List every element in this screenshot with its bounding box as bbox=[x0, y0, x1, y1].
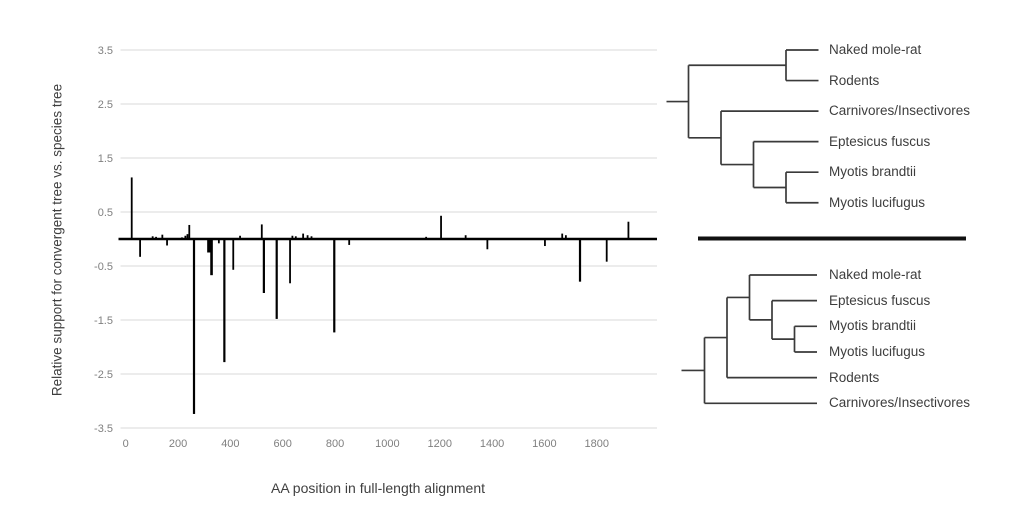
bar bbox=[262, 239, 265, 293]
x-tick-label: 1800 bbox=[585, 438, 609, 450]
bar bbox=[561, 233, 564, 239]
bar bbox=[207, 239, 211, 253]
y-axis-title: Relative support for convergent tree vs.… bbox=[49, 83, 65, 397]
bar bbox=[564, 235, 567, 239]
bar bbox=[289, 239, 291, 284]
y-tick-label: -1.5 bbox=[94, 315, 113, 327]
y-tick-label: -2.5 bbox=[94, 369, 113, 381]
bar bbox=[302, 233, 305, 239]
x-tick-label: 1000 bbox=[375, 438, 399, 450]
y-tick-label: 2.5 bbox=[98, 99, 113, 111]
x-tick-label: 1200 bbox=[427, 438, 451, 450]
bar bbox=[291, 235, 294, 239]
bar bbox=[310, 236, 313, 239]
bar bbox=[166, 239, 168, 246]
convergent-tree-leaf-label: Rodents bbox=[829, 369, 880, 385]
bar bbox=[306, 235, 309, 239]
bar bbox=[186, 234, 189, 239]
bar bbox=[217, 239, 220, 244]
x-tick-label: 1600 bbox=[532, 438, 556, 450]
bar bbox=[627, 221, 630, 239]
y-tick-label: 0.5 bbox=[98, 207, 113, 219]
bar bbox=[139, 239, 141, 257]
bar bbox=[151, 236, 154, 239]
bar bbox=[464, 235, 467, 239]
convergent-tree-leaf-label: Carnivores/Insectivores bbox=[829, 395, 971, 411]
species-tree-leaf-label: Myotis brandtii bbox=[829, 164, 917, 180]
bar bbox=[184, 235, 187, 239]
bar bbox=[239, 235, 241, 239]
convergent-tree-leaf-label: Eptesicus fuscus bbox=[829, 292, 931, 308]
x-axis-title: AA position in full-length alignment bbox=[270, 480, 486, 496]
x-tick-label: 0 bbox=[123, 438, 129, 450]
bar bbox=[232, 239, 235, 270]
bar bbox=[333, 239, 336, 333]
bar bbox=[440, 215, 442, 239]
bar bbox=[294, 236, 297, 239]
bar bbox=[223, 239, 226, 363]
species-tree-leaf-label: Myotis lucifugus bbox=[829, 194, 926, 210]
species-tree-leaf-label: Carnivores/Insectivores bbox=[829, 103, 971, 119]
bar bbox=[544, 239, 546, 247]
bar bbox=[188, 224, 191, 239]
bar bbox=[275, 239, 278, 319]
y-tick-label: 1.5 bbox=[98, 153, 113, 165]
y-tick-label: -0.5 bbox=[94, 261, 113, 273]
bar bbox=[578, 239, 582, 282]
bar bbox=[130, 177, 133, 239]
convergent-tree-leaf-label: Naked mole-rat bbox=[829, 266, 922, 282]
bar bbox=[192, 239, 196, 414]
x-tick-label: 200 bbox=[169, 438, 187, 450]
y-tick-label: 3.5 bbox=[98, 45, 113, 57]
bar bbox=[605, 239, 608, 262]
x-tick-label: 800 bbox=[326, 438, 344, 450]
convergent-tree-leaf-label: Myotis lucifugus bbox=[829, 343, 926, 359]
bar bbox=[486, 239, 489, 250]
species-tree-leaf-label: Naked mole-rat bbox=[829, 41, 922, 57]
species-tree-leaf-label: Eptesicus fuscus bbox=[829, 133, 931, 149]
bar bbox=[210, 239, 213, 276]
bar bbox=[161, 234, 164, 239]
x-tick-label: 600 bbox=[274, 438, 292, 450]
bar bbox=[260, 224, 263, 239]
bar bbox=[348, 239, 351, 245]
species-tree-leaf-label: Rodents bbox=[829, 72, 880, 88]
convergent-tree-leaf-label: Myotis brandtii bbox=[829, 318, 917, 334]
x-tick-label: 400 bbox=[221, 438, 239, 450]
y-tick-label: -3.5 bbox=[94, 423, 113, 435]
x-tick-label: 1400 bbox=[480, 438, 504, 450]
